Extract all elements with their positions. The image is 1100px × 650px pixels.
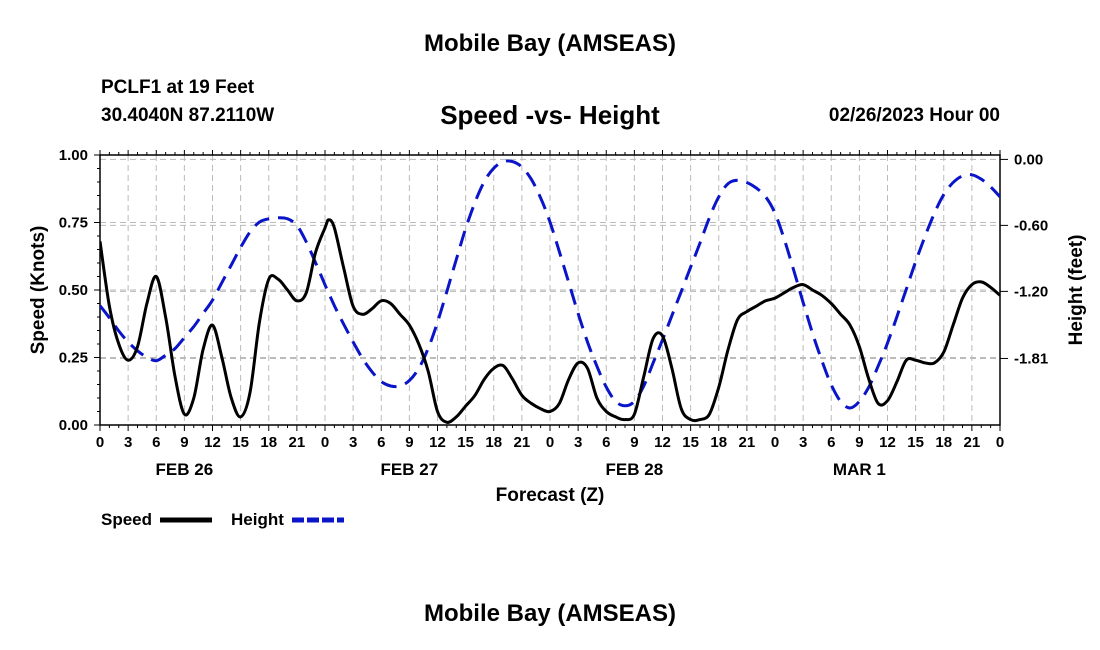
x-tick-label: 21: [289, 434, 306, 451]
y-left-axis-title: Speed (Knots): [28, 226, 49, 355]
x-axis-title: Forecast (Z): [496, 485, 605, 506]
x-tick-label: 12: [204, 434, 221, 451]
x-tick-label: 21: [739, 434, 756, 451]
chart-title: Mobile Bay (AMSEAS): [423, 30, 677, 57]
forecast-datetime: 02/26/2023 Hour 00: [828, 105, 1000, 126]
legend-speed-label: Speed: [101, 510, 153, 529]
chart-subtitle: Speed -vs- Height: [440, 100, 660, 130]
y-right-tick-label: -1.81: [1014, 350, 1048, 367]
x-tick-label: 0: [996, 434, 1004, 451]
x-tick-label: 3: [124, 434, 132, 451]
x-tick-label: 9: [630, 434, 638, 451]
y-left-tick-label: 1.00: [59, 147, 88, 164]
x-tick-label: 6: [827, 434, 835, 451]
x-tick-label: 18: [260, 434, 277, 451]
footer-title: Mobile Bay (AMSEAS): [423, 600, 677, 627]
y-left-tick-label: 0.50: [59, 282, 88, 299]
height-series-line: [100, 159, 1000, 410]
x-tick-label: 15: [232, 434, 249, 451]
x-tick-label: 0: [96, 434, 104, 451]
x-tick-label: 15: [457, 434, 474, 451]
y-right-tick-label: -0.60: [1014, 217, 1048, 234]
station-label: PCLF1 at 19 Feet: [101, 77, 255, 98]
x-tick-label: 18: [935, 434, 952, 451]
x-tick-label: 15: [907, 434, 924, 451]
y-left-tick-label: 0.75: [59, 215, 88, 232]
speed-series-line: [100, 218, 1000, 424]
date-label: FEB 26: [156, 460, 214, 479]
x-tick-label: 6: [152, 434, 160, 451]
x-tick-label: 6: [602, 434, 610, 451]
date-label: FEB 28: [606, 460, 664, 479]
x-tick-label: 12: [429, 434, 446, 451]
legend-height-label: Height: [231, 510, 284, 529]
x-tick-label: 12: [879, 434, 896, 451]
x-tick-label: 9: [405, 434, 413, 451]
y-right-axis-title: Height (feet): [1066, 235, 1087, 346]
x-tick-label: 6: [377, 434, 385, 451]
x-tick-label: 21: [964, 434, 981, 451]
y-left-tick-label: 0.00: [59, 417, 88, 434]
x-tick-label: 21: [514, 434, 531, 451]
x-tick-label: 0: [771, 434, 779, 451]
x-tick-label: 18: [710, 434, 727, 451]
x-tick-label: 12: [654, 434, 671, 451]
x-tick-label: 0: [321, 434, 329, 451]
x-tick-label: 3: [349, 434, 357, 451]
x-tick-label: 3: [799, 434, 807, 451]
date-label: MAR 1: [833, 460, 886, 479]
coordinates-label: 30.4040N 87.2110W: [101, 105, 275, 126]
plot-frame: [99, 154, 1001, 426]
y-right-tick-label: 0.00: [1014, 151, 1043, 168]
x-tick-label: 9: [855, 434, 863, 451]
x-tick-label: 15: [682, 434, 699, 451]
date-label: FEB 27: [381, 460, 439, 479]
x-tick-label: 9: [180, 434, 188, 451]
x-tick-label: 18: [485, 434, 502, 451]
x-tick-label: 0: [546, 434, 554, 451]
y-left-tick-label: 0.25: [59, 350, 88, 367]
y-right-tick-label: -1.20: [1014, 283, 1048, 300]
x-tick-label: 3: [574, 434, 582, 451]
